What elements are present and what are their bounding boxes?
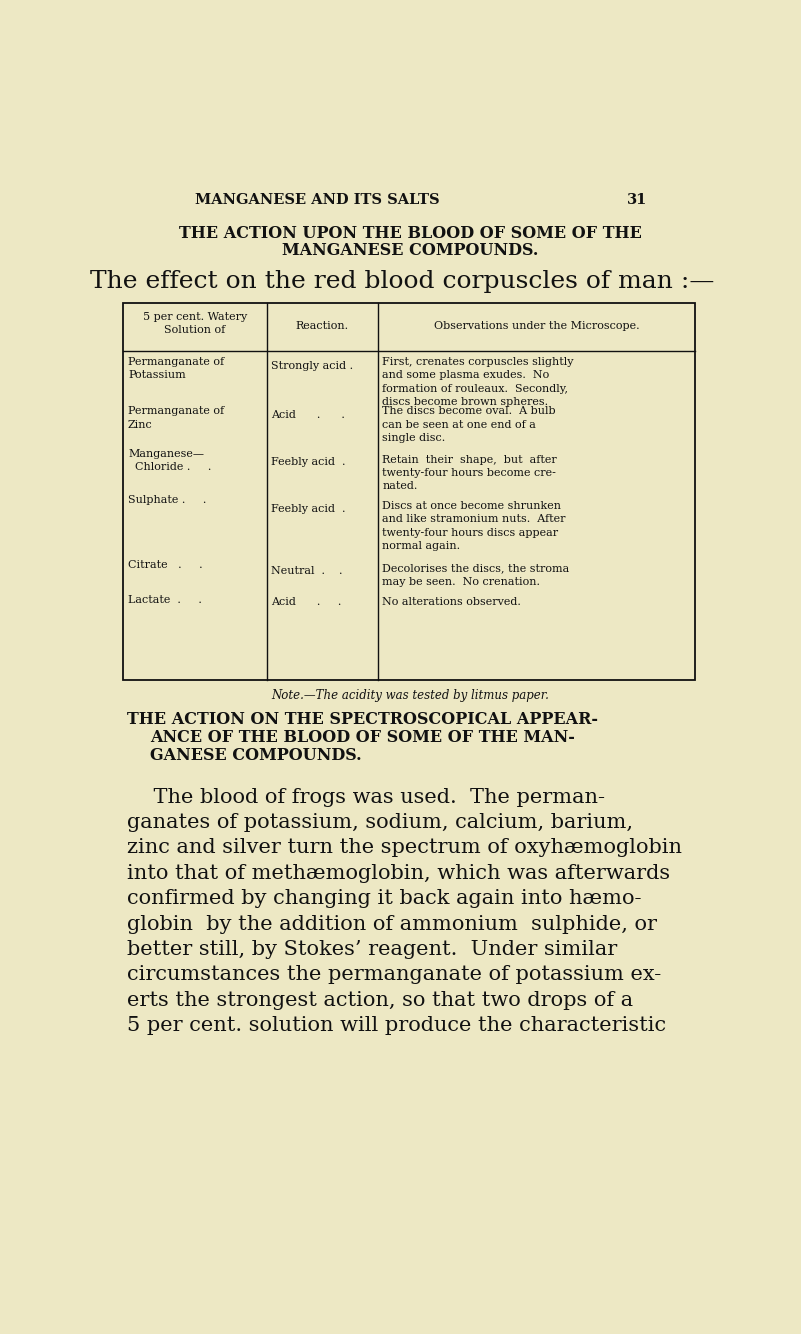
- Text: 31: 31: [627, 193, 647, 207]
- Text: Acid      .     .: Acid . .: [272, 598, 342, 607]
- Text: MANGANESE AND ITS SALTS: MANGANESE AND ITS SALTS: [195, 193, 440, 207]
- Text: Permanganate of
Zinc: Permanganate of Zinc: [128, 407, 224, 430]
- Text: circumstances the permanganate of potassium ex-: circumstances the permanganate of potass…: [127, 966, 662, 984]
- Text: Acid      .      .: Acid . .: [272, 411, 345, 420]
- Text: Note.—The acidity was tested by litmus paper.: Note.—The acidity was tested by litmus p…: [272, 688, 549, 702]
- Text: ganates of potassium, sodium, calcium, barium,: ganates of potassium, sodium, calcium, b…: [127, 812, 634, 832]
- Text: Decolorises the discs, the stroma
may be seen.  No crenation.: Decolorises the discs, the stroma may be…: [382, 563, 570, 587]
- Text: MANGANESE COMPOUNDS.: MANGANESE COMPOUNDS.: [282, 243, 538, 259]
- Text: Strongly acid .: Strongly acid .: [272, 362, 353, 371]
- Text: GANESE COMPOUNDS.: GANESE COMPOUNDS.: [151, 747, 362, 764]
- Text: Lactate  .     .: Lactate . .: [128, 595, 202, 606]
- Text: Neutral  .    .: Neutral . .: [272, 566, 343, 576]
- Text: zinc and silver turn the spectrum of oxyhæmoglobin: zinc and silver turn the spectrum of oxy…: [127, 839, 682, 858]
- Text: Permanganate of
Potassium: Permanganate of Potassium: [128, 358, 224, 380]
- Text: The effect on the red blood corpuscles of man :—: The effect on the red blood corpuscles o…: [91, 271, 714, 293]
- Text: ANCE OF THE BLOOD OF SOME OF THE MAN-: ANCE OF THE BLOOD OF SOME OF THE MAN-: [151, 730, 575, 746]
- Text: better still, by Stokes’ reagent.  Under similar: better still, by Stokes’ reagent. Under …: [127, 940, 618, 959]
- Text: THE ACTION UPON THE BLOOD OF SOME OF THE: THE ACTION UPON THE BLOOD OF SOME OF THE: [179, 224, 642, 241]
- Text: 5 per cent. solution will produce the characteristic: 5 per cent. solution will produce the ch…: [127, 1017, 666, 1035]
- Text: Sulphate .     .: Sulphate . .: [128, 495, 207, 506]
- Text: Manganese—
  Chloride .     .: Manganese— Chloride . .: [128, 448, 211, 472]
- Text: 5 per cent. Watery
Solution of: 5 per cent. Watery Solution of: [143, 312, 248, 335]
- Text: Retain  their  shape,  but  after
twenty-four hours become cre-
nated.: Retain their shape, but after twenty-fou…: [382, 455, 557, 491]
- Text: The blood of frogs was used.  The perman-: The blood of frogs was used. The perman-: [127, 787, 606, 807]
- Text: The discs become oval.  A bulb
can be seen at one end of a
single disc.: The discs become oval. A bulb can be see…: [382, 407, 556, 443]
- Text: erts the strongest action, so that two drops of a: erts the strongest action, so that two d…: [127, 991, 634, 1010]
- Text: First, crenates corpuscles slightly
and some plasma exudes.  No
formation of rou: First, crenates corpuscles slightly and …: [382, 358, 574, 407]
- Text: No alterations observed.: No alterations observed.: [382, 598, 521, 607]
- Text: Feebly acid  .: Feebly acid .: [272, 458, 346, 467]
- Text: Feebly acid  .: Feebly acid .: [272, 503, 346, 514]
- Bar: [123, 303, 695, 680]
- Text: THE ACTION ON THE SPECTROSCOPICAL APPEAR-: THE ACTION ON THE SPECTROSCOPICAL APPEAR…: [127, 711, 598, 728]
- Text: confirmed by changing it back again into hæmo-: confirmed by changing it back again into…: [127, 890, 642, 908]
- Text: globin  by the addition of ammonium  sulphide, or: globin by the addition of ammonium sulph…: [127, 915, 658, 934]
- Text: Discs at once become shrunken
and like stramonium nuts.  After
twenty-four hours: Discs at once become shrunken and like s…: [382, 502, 566, 551]
- Text: Observations under the Microscope.: Observations under the Microscope.: [433, 321, 639, 331]
- Text: into that of methæmoglobin, which was afterwards: into that of methæmoglobin, which was af…: [127, 864, 670, 883]
- Text: Citrate   .     .: Citrate . .: [128, 560, 203, 571]
- Text: Reaction.: Reaction.: [296, 321, 348, 331]
